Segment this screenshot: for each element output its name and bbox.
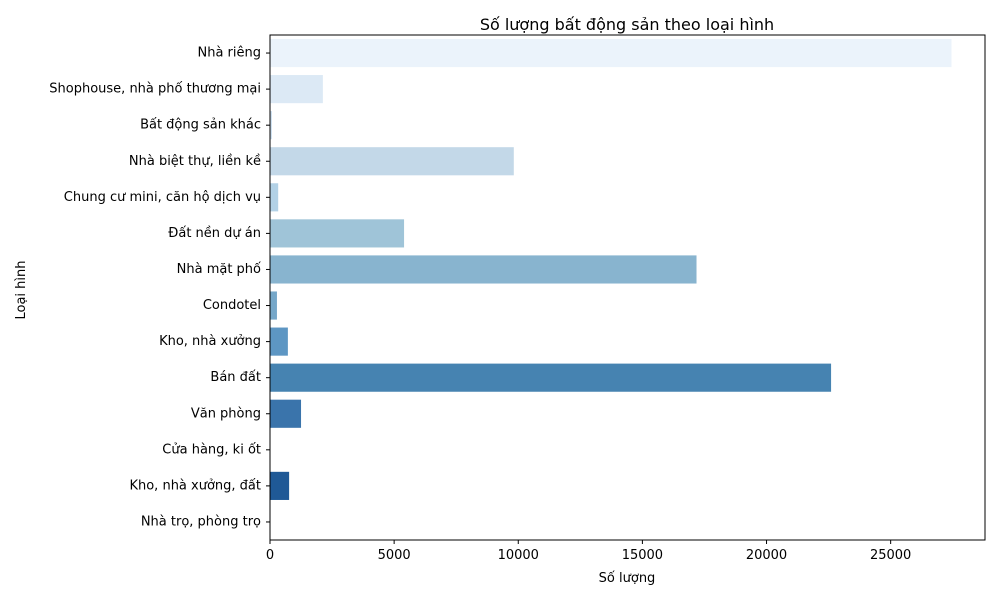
plot-frame <box>269 34 986 541</box>
y-tick-label-12: Kho, nhà xưởng, đất <box>129 478 261 493</box>
y-tick-label-7: Condotel <box>203 298 261 313</box>
y-tick-label-5: Đất nền dự án <box>168 226 261 241</box>
bar-1 <box>270 75 323 104</box>
bar-2 <box>270 111 272 140</box>
y-tick-label-8: Kho, nhà xưởng <box>159 334 261 349</box>
bar-0 <box>270 38 952 68</box>
bar-8 <box>270 327 288 356</box>
y-tick-label-0: Nhà riêng <box>197 46 261 61</box>
chart-title: Số lượng bất động sản theo loại hình <box>480 15 774 34</box>
y-tick-label-10: Văn phòng <box>191 406 261 421</box>
y-tick-label-2: Bất động sản khác <box>140 118 261 133</box>
y-tick-label-6: Nhà mặt phố <box>177 262 261 277</box>
bar-6 <box>270 255 697 284</box>
x-axis-label: Số lượng <box>599 571 656 586</box>
y-tick-label-11: Cửa hàng, ki ốt <box>162 442 261 457</box>
x-tick-label-5: 25000 <box>870 548 911 563</box>
y-tick-labels: Nhà riêng Shophouse, nhà phố thương mại Bấ… <box>49 46 270 529</box>
x-tick-label-4: 20000 <box>746 548 787 563</box>
y-tick-label-1: Shophouse, nhà phố thương mại <box>49 82 261 97</box>
y-tick-label-9: Bán đất <box>210 370 261 385</box>
bars-group <box>270 38 952 537</box>
bar-5 <box>270 219 405 248</box>
bar-9 <box>270 363 832 392</box>
y-tick-label-13: Nhà trọ, phòng trọ <box>141 514 261 529</box>
y-tick-label-3: Nhà biệt thự, liền kề <box>129 154 261 169</box>
bar-10 <box>270 399 302 428</box>
x-tick-labels: 0 5000 10000 15000 20000 25000 <box>266 540 911 563</box>
bar-3 <box>270 147 514 176</box>
x-tick-label-2: 10000 <box>498 548 539 563</box>
x-tick-label-1: 5000 <box>378 548 411 563</box>
x-tick-label-3: 15000 <box>622 548 663 563</box>
bar-12 <box>270 471 290 500</box>
x-tick-label-0: 0 <box>266 548 274 563</box>
y-axis-label: Loại hình <box>14 260 29 319</box>
bar-4 <box>270 183 279 212</box>
y-tick-label-4: Chung cư mini, căn hộ dịch vụ <box>64 190 261 205</box>
bar-7 <box>270 291 277 320</box>
